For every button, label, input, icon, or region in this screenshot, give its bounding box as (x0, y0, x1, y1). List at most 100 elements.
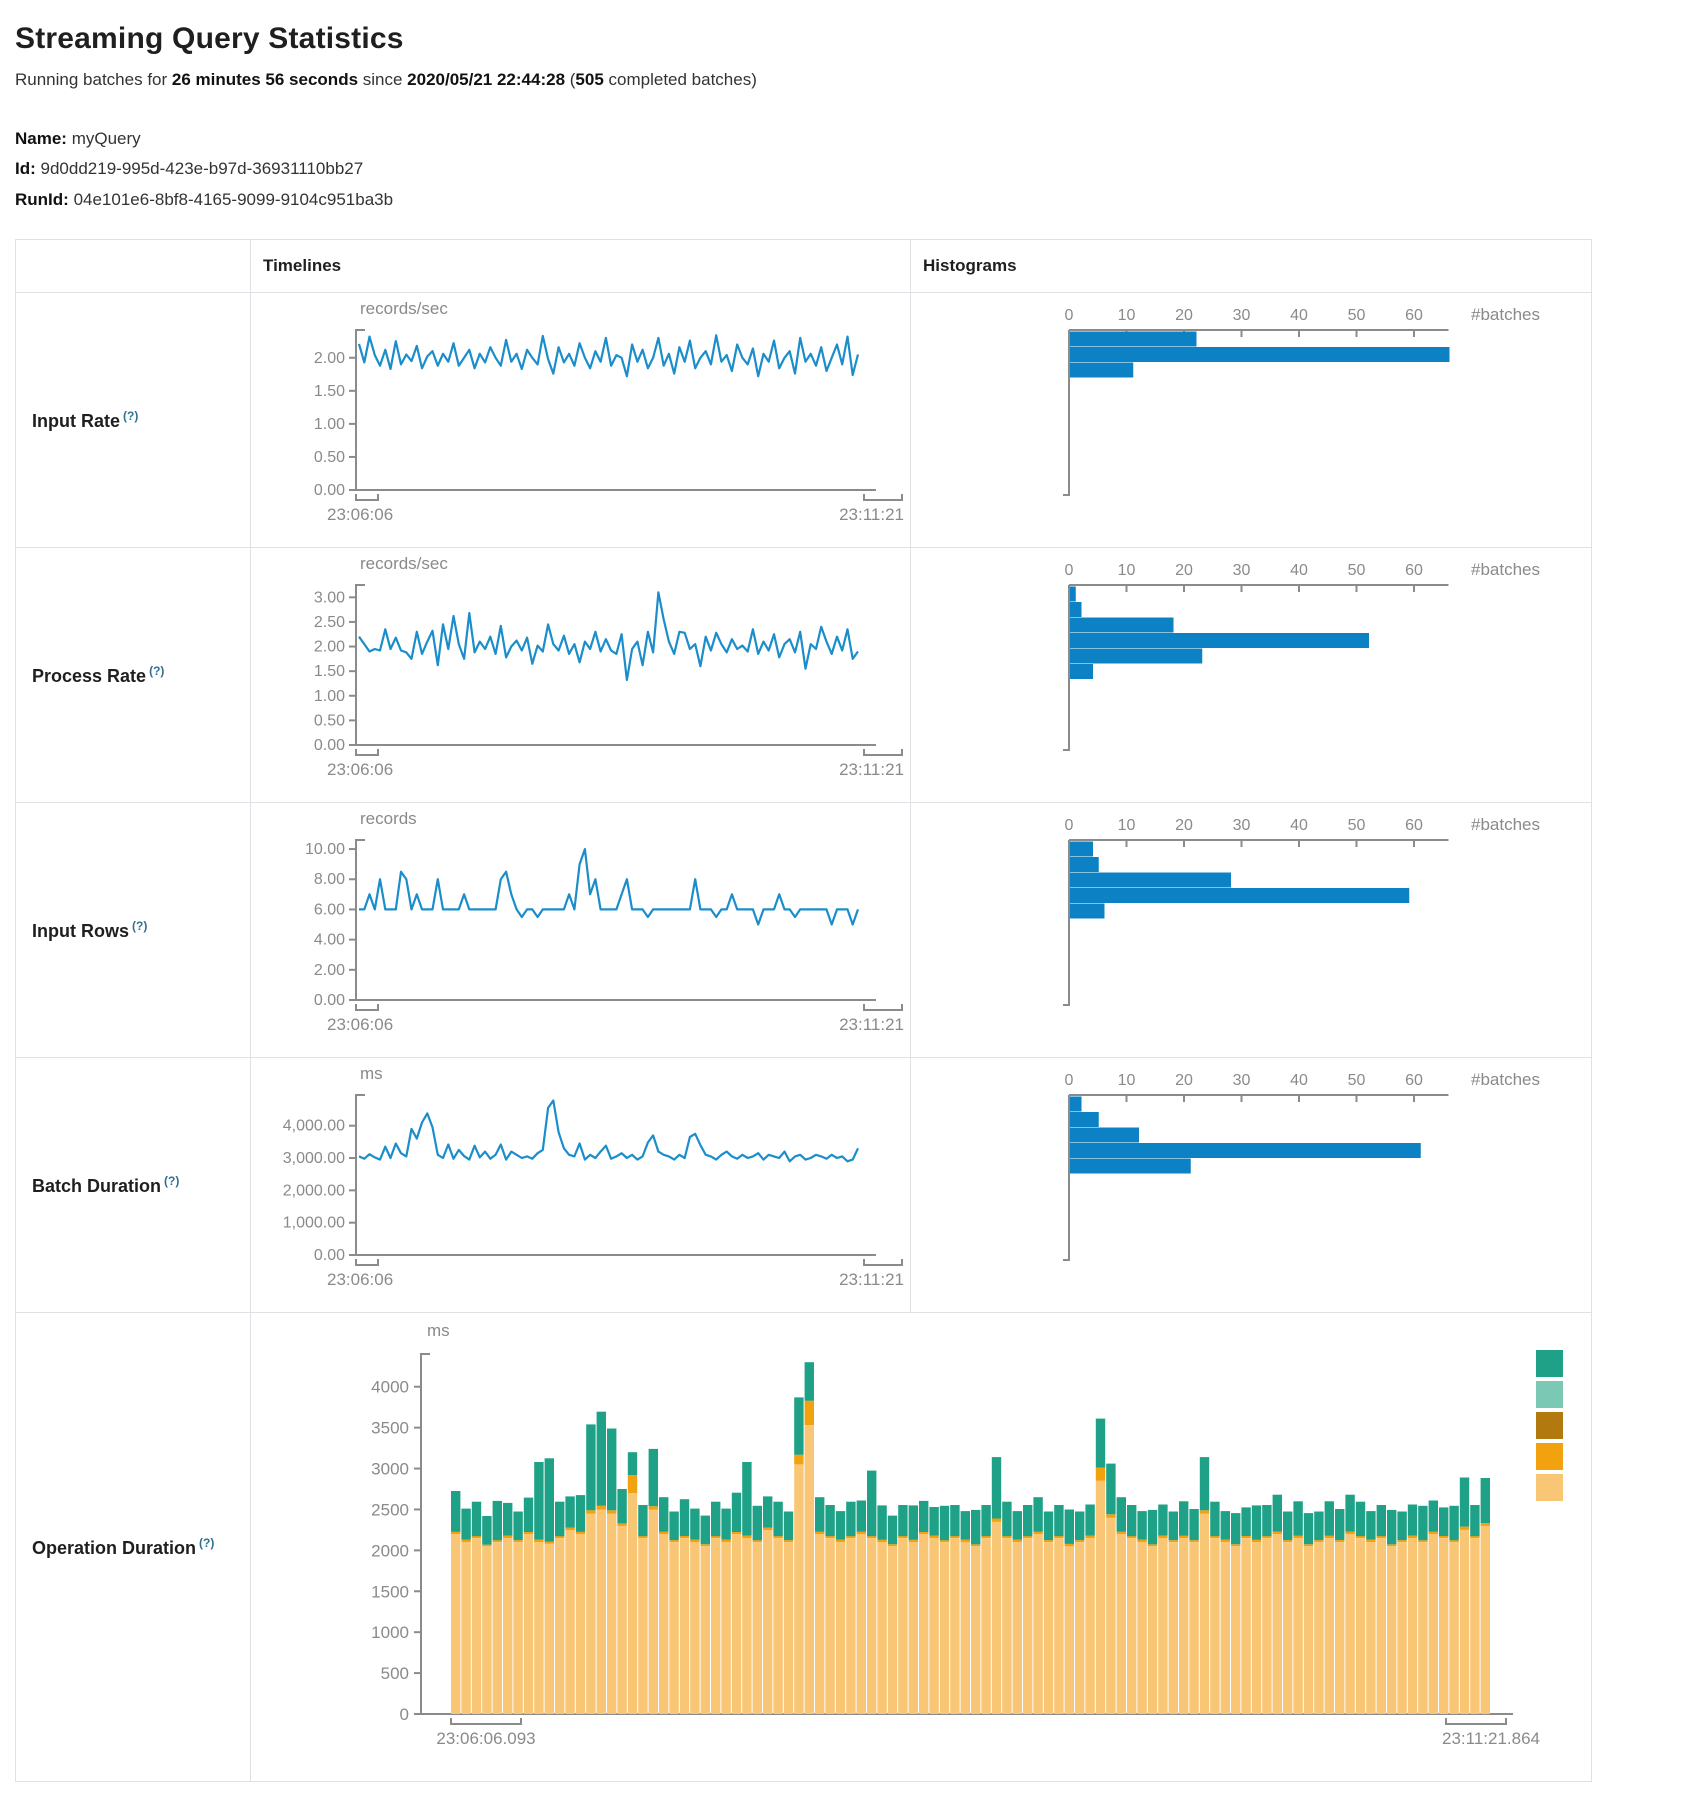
batch-duration-label-cell: Batch Duration (?) (15, 1057, 251, 1314)
svg-text:8.00: 8.00 (314, 871, 345, 888)
since-text: since (358, 70, 408, 89)
svg-text:ms: ms (360, 1064, 383, 1083)
batch-duration-help-icon[interactable]: (?) (164, 1173, 180, 1188)
input-rate-timeline-cell: records/sec 0.00 0.50 1.00 1.50 2.00 23:06:06 2… (250, 292, 911, 549)
svg-text:23:11:21: 23:11:21 (839, 1015, 904, 1034)
input-rows-help-icon[interactable]: (?) (132, 918, 148, 933)
svg-text:0.00: 0.00 (314, 1247, 345, 1264)
svg-text:0: 0 (1065, 817, 1074, 834)
svg-text:2000: 2000 (371, 1541, 409, 1560)
svg-text:23:11:21: 23:11:21 (839, 760, 904, 779)
query-runid-line: RunId: 04e101e6-8bf8-4165-9099-9104c951b… (15, 187, 1678, 213)
batch-duration-row: Batch Duration (?) ms 0.00 1,000.00 2,000.00… (15, 1057, 1592, 1314)
input-rows-histogram-chart: 0 10 20 30 40 50 60 #batches (911, 804, 1591, 1057)
query-runid-value: 04e101e6-8bf8-4165-9099-9104c951ba3b (73, 189, 394, 209)
svg-text:40: 40 (1290, 562, 1308, 579)
svg-text:20: 20 (1175, 562, 1193, 579)
svg-text:60: 60 (1405, 1072, 1423, 1089)
svg-text:0: 0 (1065, 562, 1074, 579)
svg-text:50: 50 (1348, 562, 1366, 579)
svg-text:23:11:21.864: 23:11:21.864 (1442, 1729, 1540, 1748)
svg-text:10: 10 (1118, 307, 1136, 324)
svg-text:2.50: 2.50 (314, 614, 345, 631)
svg-text:2,000.00: 2,000.00 (283, 1182, 345, 1199)
svg-text:#batches: #batches (1471, 305, 1540, 324)
svg-text:23:06:06: 23:06:06 (327, 1270, 393, 1289)
svg-text:ms: ms (427, 1321, 450, 1340)
batches-suffix: completed batches) (603, 70, 757, 89)
svg-text:3500: 3500 (371, 1419, 409, 1438)
input-rows-timeline-chart: records 0.00 2.00 4.00 6.00 8.00 10.00 23:06:06… (251, 804, 910, 1057)
svg-text:2500: 2500 (371, 1500, 409, 1519)
svg-text:20: 20 (1175, 817, 1193, 834)
query-id-label: Id: (15, 159, 36, 179)
svg-text:records/sec: records/sec (360, 554, 448, 573)
svg-text:60: 60 (1405, 562, 1423, 579)
process-rate-row: Process Rate (?) records/sec 0.00 0.50 1.00 1… (15, 547, 1592, 804)
process-rate-timeline-cell: records/sec 0.00 0.50 1.00 1.50 2.00 2.50 3.00 2… (250, 547, 911, 804)
query-name-value: myQuery (71, 129, 141, 148)
svg-text:23:06:06: 23:06:06 (327, 760, 393, 779)
running-summary: Running batches for 26 minutes 56 second… (15, 70, 1678, 90)
batch-duration-timeline-chart: ms 0.00 1,000.00 2,000.00 3,000.00 4,000.00 23… (251, 1059, 910, 1312)
running-duration: 26 minutes 56 seconds (171, 70, 359, 89)
svg-text:1000: 1000 (371, 1623, 409, 1642)
input-rate-label-cell: Input Rate (?) (15, 292, 251, 549)
input-rate-timeline-chart: records/sec 0.00 0.50 1.00 1.50 2.00 23:06:06 2… (251, 294, 910, 547)
svg-text:3000: 3000 (371, 1460, 409, 1479)
svg-text:10: 10 (1118, 1072, 1136, 1089)
svg-text:10.00: 10.00 (305, 841, 345, 858)
query-meta: Name: myQuery Id: 9d0dd219-995d-423e-b97… (15, 126, 1678, 213)
batch-duration-label: Batch Duration (32, 1175, 162, 1196)
process-rate-histogram-cell: 0 10 20 30 40 50 60 #batches (910, 547, 1592, 804)
page-title: Streaming Query Statistics (15, 22, 404, 55)
start-time: 2020/05/21 22:44:28 (407, 70, 566, 89)
input-rate-histogram-cell: 0 10 20 30 40 50 60 #batches (910, 292, 1592, 549)
operation-duration-chart-cell: ms 0 500 1000 1500 2000 2500 3000 3500 4000 23:06:… (250, 1312, 1592, 1783)
batch-duration-timeline-cell: ms 0.00 1,000.00 2,000.00 3,000.00 4,000.00 23… (250, 1057, 911, 1314)
completed-batches-count: 505 (575, 70, 604, 89)
input-rows-timeline-cell: records 0.00 2.00 4.00 6.00 8.00 10.00 23:06:06… (250, 802, 911, 1059)
svg-text:4000: 4000 (371, 1378, 409, 1397)
process-rate-label-cell: Process Rate (?) (15, 547, 251, 804)
svg-text:6.00: 6.00 (314, 901, 345, 918)
svg-text:1,000.00: 1,000.00 (283, 1215, 345, 1232)
svg-text:0.00: 0.00 (314, 482, 345, 499)
svg-text:30: 30 (1233, 1072, 1251, 1089)
svg-text:0.50: 0.50 (314, 449, 345, 466)
svg-text:10: 10 (1118, 817, 1136, 834)
svg-text:records/sec: records/sec (360, 299, 448, 318)
query-id-value: 9d0dd219-995d-423e-b97d-36931110bb27 (40, 159, 364, 179)
process-rate-label: Process Rate (32, 665, 147, 686)
svg-text:23:06:06: 23:06:06 (327, 505, 393, 524)
svg-text:1.00: 1.00 (314, 688, 345, 705)
svg-text:3.00: 3.00 (314, 589, 345, 606)
svg-text:#batches: #batches (1471, 815, 1540, 834)
svg-text:2.00: 2.00 (314, 962, 345, 979)
operation-duration-label-cell: Operation Duration (?) (15, 1312, 251, 1783)
svg-text:2.00: 2.00 (314, 350, 345, 367)
histograms-column-header: Histograms (910, 239, 1592, 294)
query-id-line: Id: 9d0dd219-995d-423e-b97d-36931110bb27 (15, 156, 1678, 182)
process-rate-help-icon[interactable]: (?) (149, 663, 165, 678)
input-rows-label: Input Rows (32, 920, 129, 941)
input-rate-help-icon[interactable]: (?) (123, 408, 139, 423)
svg-text:0: 0 (1065, 1072, 1074, 1089)
svg-text:0.00: 0.00 (314, 992, 345, 1009)
input-rate-label: Input Rate (32, 410, 120, 431)
input-rate-histogram-chart: 0 10 20 30 40 50 60 #batches (911, 294, 1591, 547)
svg-text:40: 40 (1290, 1072, 1308, 1089)
svg-text:0.00: 0.00 (314, 737, 345, 754)
query-runid-label: RunId: (15, 189, 69, 209)
svg-text:1.50: 1.50 (314, 663, 345, 680)
svg-text:23:11:21: 23:11:21 (839, 1270, 904, 1289)
operation-duration-help-icon[interactable]: (?) (199, 1535, 215, 1550)
process-rate-timeline-chart: records/sec 0.00 0.50 1.00 1.50 2.00 2.50 3.00 2… (251, 549, 910, 802)
svg-text:20: 20 (1175, 1072, 1193, 1089)
statistics-table: Timelines Histograms Input Rate (?) recor… (15, 239, 1592, 1783)
svg-text:50: 50 (1348, 817, 1366, 834)
svg-text:23:06:06: 23:06:06 (327, 1015, 393, 1034)
svg-text:23:11:21: 23:11:21 (839, 505, 904, 524)
timelines-column-header: Timelines (250, 239, 911, 294)
svg-text:40: 40 (1290, 307, 1308, 324)
